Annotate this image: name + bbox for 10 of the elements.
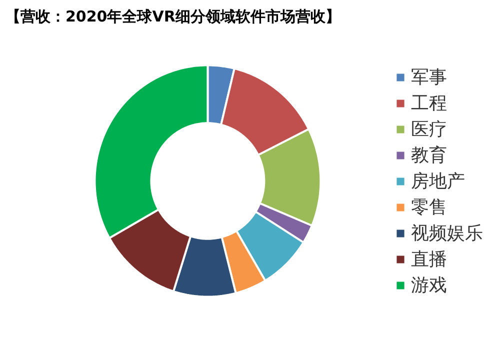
legend-label: 医疗 — [411, 118, 447, 140]
legend-label: 零售 — [411, 196, 447, 218]
legend-label: 游戏 — [411, 274, 447, 296]
legend-label: 教育 — [411, 144, 447, 166]
legend-label: 直播 — [411, 248, 447, 270]
legend-label: 工程 — [411, 92, 447, 114]
legend-label: 房地产 — [411, 170, 465, 192]
legend-label: 军事 — [411, 66, 447, 88]
chart-title: 【营收：2020年全球VR细分领域软件市场营收】 — [6, 8, 340, 26]
legend-label: 视频娱乐 — [411, 222, 483, 244]
